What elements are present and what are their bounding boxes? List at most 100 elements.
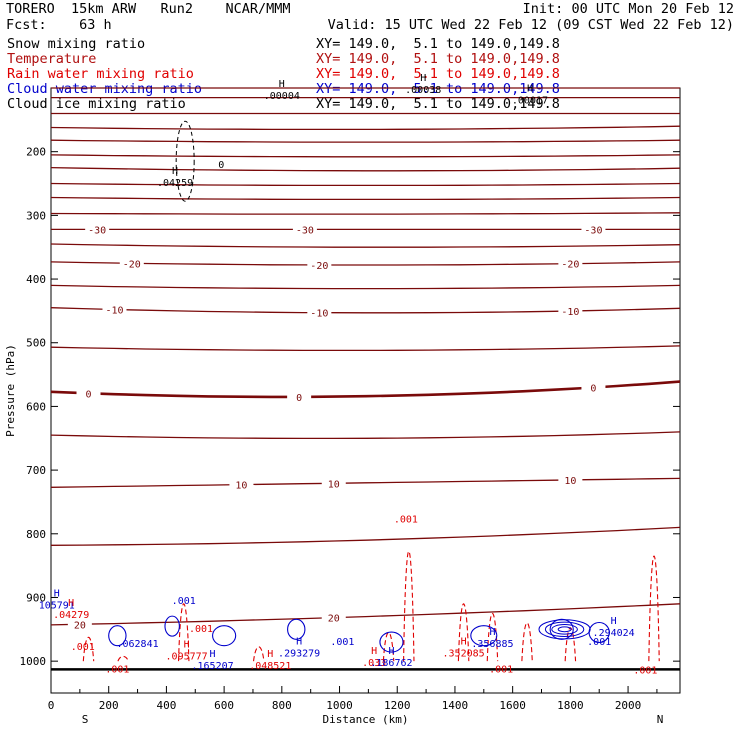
annotation-value-18: .186762 bbox=[370, 658, 412, 669]
annotation-value-15: .293279 bbox=[278, 648, 320, 659]
isotherm-label--20-1: -20 bbox=[310, 261, 328, 272]
annotation-value-14: .048521 bbox=[249, 661, 291, 672]
rain-water-contour-2 bbox=[177, 603, 190, 662]
temperature-isotherm-16 bbox=[50, 243, 681, 248]
rain-water-contour-7 bbox=[117, 655, 129, 662]
cloud-water-contour-0 bbox=[108, 625, 127, 647]
temperature-isotherm-17 bbox=[50, 284, 681, 290]
cloud-water-contour-2 bbox=[212, 625, 237, 647]
legend-name-3: Cloud water mixing ratio bbox=[7, 81, 203, 97]
y-tick-label-0: 200 bbox=[26, 146, 46, 159]
isotherm-label-bg bbox=[229, 478, 254, 491]
isotherm-label-bg bbox=[119, 257, 144, 270]
header-line-1: TORERO 15km ARW Run2 NCAR/MMM bbox=[6, 2, 291, 17]
annotation-marker-6: H bbox=[68, 598, 74, 609]
temperature-isotherm-7 bbox=[50, 182, 681, 187]
temperature-isotherm-4 bbox=[50, 139, 681, 143]
rain-water-contour-10 bbox=[521, 622, 533, 662]
temperature-isotherm-18 bbox=[50, 345, 681, 352]
isotherm-label-bg bbox=[558, 473, 583, 486]
isotherm-label-bg bbox=[102, 303, 127, 316]
grid-label: 15km ARW bbox=[71, 1, 137, 17]
isotherm-label-20-0: 20 bbox=[74, 620, 86, 631]
isotherm-label-bg bbox=[321, 477, 346, 490]
y-tick-label-5: 700 bbox=[26, 464, 46, 477]
isotherm-label-0-2: 0 bbox=[590, 384, 596, 395]
isotherm-label--20-2: -20 bbox=[561, 260, 579, 271]
annotation-marker-5: H bbox=[54, 589, 60, 600]
isotherm-label--30-1: -30 bbox=[296, 225, 314, 236]
annotation-value-1: .04259 bbox=[157, 178, 193, 189]
legend-name-2: Rain water mixing ratio bbox=[7, 66, 194, 82]
south-label: S bbox=[82, 713, 89, 726]
annotation-value-16: .001 bbox=[330, 637, 354, 648]
y-tick-label-7: 900 bbox=[26, 591, 46, 604]
temperature-isotherm-15 bbox=[50, 603, 681, 626]
annotation-value-17: .033 bbox=[362, 658, 386, 669]
temperature-isotherm-5 bbox=[50, 154, 681, 158]
annotation-value-4: .00017 bbox=[512, 96, 548, 107]
run-label: Run2 bbox=[160, 1, 193, 17]
cloud-water-ring-0 bbox=[557, 626, 572, 633]
x-tick-label-8: 1600 bbox=[499, 699, 526, 712]
annotation-marker-13: H bbox=[210, 649, 216, 660]
annotation-marker-19: H bbox=[461, 636, 467, 647]
rain-water-contour-1 bbox=[382, 631, 395, 662]
cloud-water-contour-4 bbox=[379, 631, 404, 653]
annotation-marker-18: H bbox=[388, 646, 394, 657]
x-axis-title: Distance (km) bbox=[322, 713, 408, 726]
isotherm-label-bg bbox=[307, 258, 332, 271]
y-tick-label-8: 1000 bbox=[20, 655, 47, 668]
isotherm-label--20-0: -20 bbox=[123, 259, 141, 270]
isotherm-label-20-1: 20 bbox=[328, 614, 340, 625]
isotherm-label-0-0: 0 bbox=[85, 389, 91, 400]
isotherm-label-10-2: 10 bbox=[564, 476, 576, 487]
temperature-isotherm-11 bbox=[50, 261, 681, 266]
temperature-isotherm-19 bbox=[50, 431, 681, 440]
temperature-isotherm-9 bbox=[50, 212, 681, 215]
annotation-marker-17: H bbox=[371, 646, 377, 657]
isotherm-label--10-2: -10 bbox=[561, 307, 579, 318]
fcst-value: 63 h bbox=[79, 17, 112, 33]
isotherm-label-bg bbox=[85, 223, 110, 236]
annotation-marker-21: H bbox=[611, 616, 617, 627]
cloud-water-ring-2 bbox=[544, 621, 585, 638]
temperature-isotherm-20 bbox=[50, 526, 681, 546]
fcst-label: Fcst: bbox=[6, 17, 47, 33]
isotherm-label-bg bbox=[558, 257, 583, 270]
y-tick-label-1: 300 bbox=[26, 209, 46, 222]
cloud-water-contour-3 bbox=[287, 618, 306, 640]
legend-xy-3: XY= 149.0, 5.1 to 149.0,149.8 bbox=[316, 81, 560, 97]
y-tick-label-3: 500 bbox=[26, 337, 46, 350]
temperature-isotherm-3 bbox=[50, 125, 681, 131]
rain-water-contour-5 bbox=[648, 555, 660, 662]
forecast-hour: Fcst: 63 h bbox=[6, 18, 112, 33]
isotherm-label-bg bbox=[76, 387, 101, 400]
isotherm-label--10-0: -10 bbox=[105, 306, 123, 317]
annotation-value-6: .04279 bbox=[53, 610, 89, 621]
init-time: Init: 00 UTC Mon 20 Feb 12 bbox=[522, 1, 734, 17]
x-tick-label-5: 1000 bbox=[326, 699, 353, 712]
annotation-marker-15: H bbox=[296, 636, 302, 647]
annotation-marker-4: H bbox=[527, 84, 533, 95]
annotation-value-19: .352085 bbox=[443, 648, 485, 659]
annotation-marker-12: H bbox=[184, 640, 190, 651]
isotherm-label-bg bbox=[581, 223, 606, 236]
rain-water-contour-8 bbox=[253, 646, 265, 662]
rain-water-contour-0 bbox=[403, 550, 415, 662]
annotation-marker-1: H bbox=[172, 166, 178, 177]
annotation-value-8: .001 bbox=[394, 515, 418, 526]
isotherm-label-bg bbox=[292, 223, 317, 236]
annotation-marker-14: H bbox=[267, 649, 273, 660]
annotation-value-7: .001 bbox=[172, 596, 196, 607]
x-tick-label-9: 1800 bbox=[557, 699, 584, 712]
isotherm-label-bg bbox=[287, 390, 312, 403]
annotation-value-20: .356885 bbox=[471, 639, 513, 650]
annotation-value-11: .062841 bbox=[116, 639, 158, 650]
isotherm-label--30-0: -30 bbox=[88, 225, 106, 236]
annotation-marker-2: 0 bbox=[218, 160, 224, 171]
annotation-value-23: .001 bbox=[105, 664, 129, 675]
annotation-value-10: .001 bbox=[71, 642, 95, 653]
x-tick-label-3: 600 bbox=[214, 699, 234, 712]
x-tick-label-1: 200 bbox=[99, 699, 119, 712]
